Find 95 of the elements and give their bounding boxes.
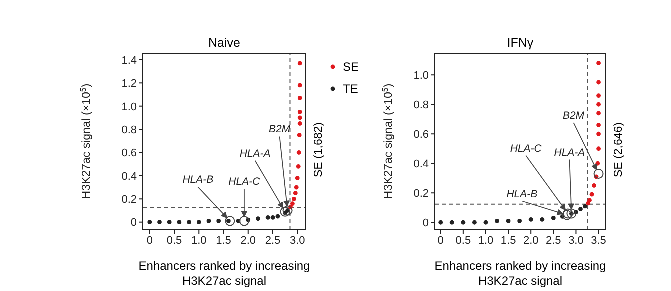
point: [528, 217, 534, 222]
point: [596, 146, 601, 152]
annotation: HLA-A: [554, 146, 586, 159]
point: [296, 164, 301, 169]
point: [270, 216, 276, 220]
point: [293, 191, 298, 196]
point: [158, 220, 162, 225]
annotation: HLA-B: [506, 188, 538, 200]
point: [590, 192, 594, 197]
point: [298, 96, 302, 100]
point: [551, 216, 556, 220]
point: [583, 204, 588, 209]
y-tick-label: 0.4: [122, 170, 137, 183]
point: [256, 216, 260, 222]
point: [540, 217, 545, 222]
point: [187, 220, 192, 225]
x-tick-label: 2.5: [546, 234, 562, 247]
point: [266, 216, 270, 220]
point: [588, 198, 592, 203]
x-axis-title: Enhancers ranked by increasing H3K27ac signal: [434, 259, 608, 289]
x-tick-label: 2.0: [240, 234, 256, 247]
point: [177, 220, 182, 225]
point: [484, 220, 488, 225]
point: [290, 202, 295, 206]
point: [596, 111, 601, 116]
y-tick-label: 0.6: [122, 148, 137, 160]
y-tick-label: 0.8: [122, 124, 137, 136]
y-tick-label: 0.4: [414, 158, 429, 171]
point: [596, 80, 601, 85]
x-tick-label: 1.5: [216, 234, 232, 247]
point: [206, 218, 212, 224]
x-tick-label: 1.0: [478, 234, 494, 247]
point: [506, 218, 511, 224]
point: [596, 123, 601, 128]
x-tick-label: 1.5: [500, 234, 516, 247]
x-tick-label: 0.5: [166, 234, 182, 247]
point: [167, 220, 172, 225]
point: [292, 196, 296, 202]
point: [295, 176, 300, 180]
x-tick-label: 3.0: [290, 234, 306, 247]
point: [276, 214, 280, 219]
point: [298, 110, 302, 114]
x-tick-label: 3.5: [591, 234, 606, 247]
y-tick-label: 1.2: [122, 78, 137, 90]
y-tick-label: 1.4: [122, 54, 137, 67]
annotation: HLA-C: [510, 142, 542, 155]
legend-label: SE: [343, 60, 360, 74]
y-tick-label: 0.6: [414, 129, 429, 142]
point: [216, 218, 222, 224]
point: [461, 220, 466, 225]
chart-title: Naive: [208, 36, 242, 50]
point: [196, 220, 202, 225]
point: [298, 83, 302, 88]
x-tick-label: 1.0: [191, 234, 207, 247]
y-tick-label: 0.2: [122, 194, 137, 206]
y-tick-label: 0: [130, 217, 137, 230]
point: [450, 220, 454, 225]
point: [472, 220, 477, 225]
point: [518, 218, 522, 224]
point: [298, 61, 302, 66]
text: SE (2,646): [613, 122, 625, 178]
x-tick-label: 2.5: [265, 234, 281, 247]
point: [596, 132, 601, 136]
point: [297, 133, 302, 138]
y-tick-label: 0: [422, 218, 429, 230]
x-tick-label: 0: [146, 234, 153, 247]
point: [294, 185, 299, 190]
annotation: HLA-B: [182, 174, 214, 186]
annotation: B2M: [562, 110, 585, 122]
y-tick-label: 1.0: [414, 70, 429, 82]
x-tick-label: 2.0: [523, 234, 539, 247]
point: [596, 94, 601, 98]
point: [298, 116, 302, 120]
annotation: HLA-C: [228, 176, 261, 188]
x-tick-label: 3.0: [568, 234, 584, 247]
point: [592, 184, 596, 188]
point: [296, 150, 302, 155]
x-tick-label: 0.5: [456, 234, 472, 247]
x-tick-label: 0: [438, 234, 444, 247]
point: [596, 61, 601, 66]
point: [596, 102, 601, 107]
y-tick-label: 0.8: [414, 100, 429, 112]
chart-title: IFNγ: [506, 36, 535, 50]
text: SE (1,682): [313, 122, 325, 178]
point: [495, 218, 500, 224]
y-tick-label: 0.2: [414, 188, 429, 200]
point: [438, 220, 444, 225]
annotation: HLA-A: [240, 148, 271, 160]
y-tick-label: 1.0: [122, 101, 137, 114]
point: [148, 220, 152, 225]
legend-label: TE: [343, 82, 358, 96]
annotation: B2M: [268, 124, 291, 136]
x-axis-title: Enhancers ranked by increasing H3K27ac signal: [138, 259, 312, 289]
point: [298, 122, 302, 126]
point: [578, 207, 583, 212]
